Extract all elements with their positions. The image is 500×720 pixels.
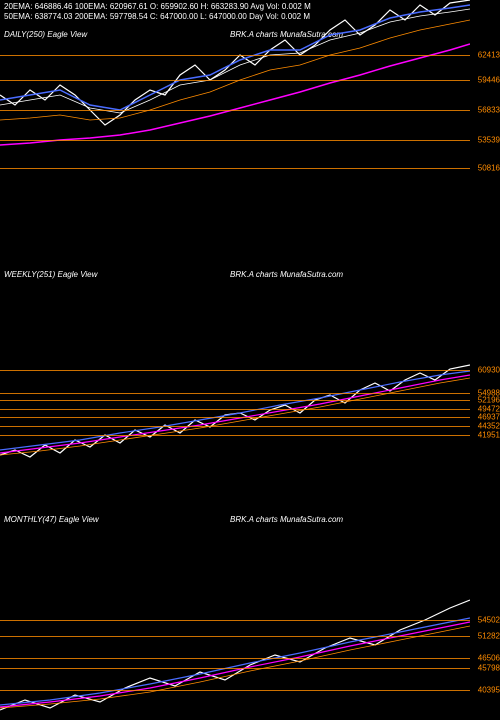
grid-line: [0, 140, 470, 141]
grid-line: [0, 400, 470, 401]
header-line2: 50EMA: 638774.03 200EMA: 597798.54 C: 64…: [4, 12, 311, 22]
panel-monthly: MONTHLY(47) Eagle View BRK.A charts Muna…: [0, 510, 500, 720]
grid-line: [0, 168, 470, 169]
chart-series-line: [0, 626, 470, 708]
monthly-chart-svg: [0, 510, 470, 720]
grid-line: [0, 417, 470, 418]
chart-series-line: [0, 20, 470, 120]
y-axis-label: 60930: [478, 366, 500, 375]
chart-series-line: [0, 365, 470, 457]
chart-series-line: [0, 9, 470, 113]
daily-chart-svg: [0, 0, 470, 185]
y-axis-label: 62413: [478, 51, 500, 60]
grid-line: [0, 668, 470, 669]
y-axis-label: 54502: [478, 616, 500, 625]
grid-line: [0, 409, 470, 410]
panel-daily: 20EMA: 646886.46 100EMA: 620967.61 O: 65…: [0, 0, 500, 185]
chart-series-line: [0, 622, 470, 707]
grid-line: [0, 393, 470, 394]
y-axis-label: 50816: [478, 164, 500, 173]
y-axis-label: 46506: [478, 654, 500, 663]
y-axis-label: 40395: [478, 686, 500, 695]
grid-line: [0, 658, 470, 659]
header-line1: 20EMA: 646886.46 100EMA: 620967.61 O: 65…: [4, 2, 311, 12]
chart-header: 20EMA: 646886.46 100EMA: 620967.61 O: 65…: [4, 2, 311, 21]
chart-series-line: [0, 371, 470, 450]
grid-line: [0, 620, 470, 621]
grid-line: [0, 435, 470, 436]
y-axis-label: 45798: [478, 664, 500, 673]
grid-line: [0, 370, 470, 371]
chart-series-line: [0, 600, 470, 710]
grid-line: [0, 426, 470, 427]
y-axis-label: 53539: [478, 136, 500, 145]
y-axis-label: 59446: [478, 76, 500, 85]
y-axis-label: 46937: [478, 413, 500, 422]
grid-line: [0, 110, 470, 111]
grid-line: [0, 636, 470, 637]
grid-line: [0, 55, 470, 56]
panel-weekly: WEEKLY(251) Eagle View BRK.A charts Muna…: [0, 265, 500, 465]
grid-line: [0, 690, 470, 691]
chart-series-line: [0, 618, 470, 705]
y-axis-label: 44352: [478, 422, 500, 431]
y-axis-label: 56833: [478, 106, 500, 115]
grid-line: [0, 80, 470, 81]
y-axis-label: 41951: [478, 431, 500, 440]
y-axis-label: 51282: [478, 632, 500, 641]
y-axis-label: 52196: [478, 396, 500, 405]
